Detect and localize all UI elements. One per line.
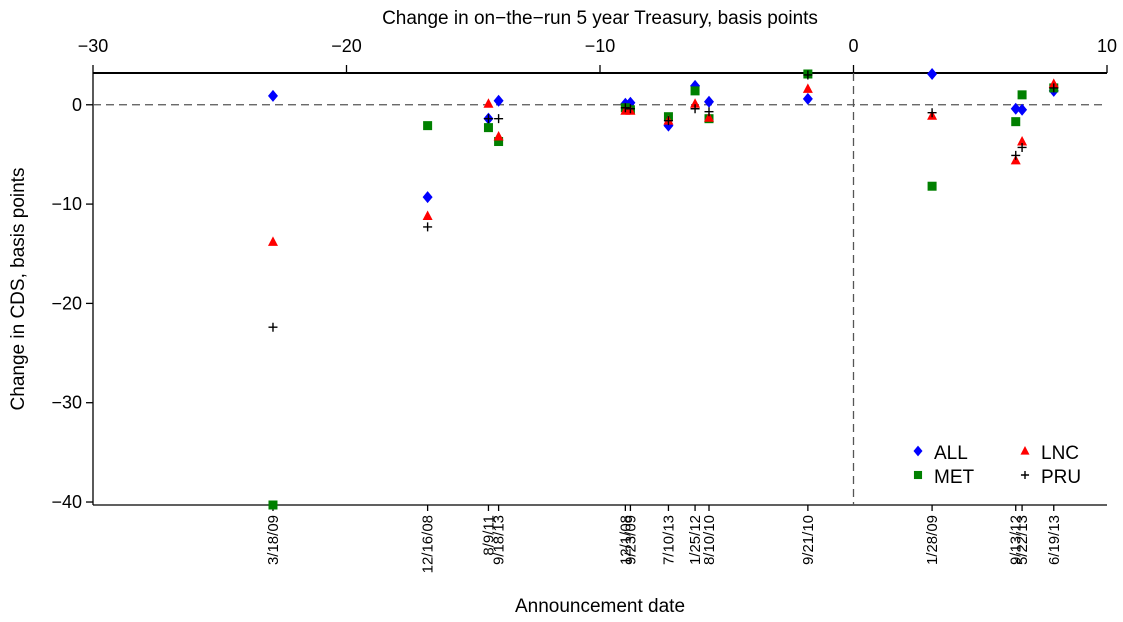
point (1017, 136, 1028, 146)
legend-marker (913, 445, 923, 457)
point (494, 114, 504, 124)
point (927, 108, 937, 118)
x-tick-label: −30 (78, 36, 109, 56)
x-tick-label: −20 (331, 36, 362, 56)
point (690, 86, 700, 96)
point (422, 210, 433, 221)
point (690, 98, 701, 108)
y-tick-label: −20 (51, 293, 82, 313)
date-tick-label: 5/22/13 (1014, 515, 1031, 565)
point (927, 181, 937, 191)
point (423, 222, 433, 232)
point (493, 131, 504, 141)
point (1017, 90, 1027, 100)
date-axis-title: Announcement date (515, 596, 685, 617)
point (704, 112, 715, 122)
point (1048, 78, 1059, 88)
date-tick-label: 9/23/09 (622, 515, 639, 565)
point (483, 114, 493, 124)
point (620, 103, 630, 113)
point (704, 95, 715, 108)
x-tick-label: 0 (848, 36, 858, 56)
point (1011, 150, 1021, 160)
x-tick-label: −10 (585, 36, 616, 56)
point (927, 67, 938, 80)
x-axis-title: Change in on−the−run 5 year Treasury, ba… (382, 8, 818, 29)
point (267, 89, 278, 102)
date-tick-label: 7/10/13 (660, 515, 677, 565)
date-tick-label: 12/1/08 (617, 515, 634, 565)
date-tick-label: 1/28/09 (924, 515, 941, 565)
point (1017, 103, 1028, 116)
legend-label: MET (934, 467, 975, 488)
date-tick-label: 3/18/09 (265, 515, 282, 565)
legend-label: PRU (1041, 467, 1081, 488)
point (422, 191, 433, 204)
point (704, 107, 714, 117)
point (802, 92, 813, 105)
point (690, 104, 700, 114)
legend-label: LNC (1041, 443, 1079, 464)
point (268, 322, 278, 332)
point (1010, 102, 1021, 115)
y-tick-label: 0 (72, 95, 82, 115)
y-tick-label: −10 (51, 194, 82, 214)
point (494, 137, 504, 147)
legend-marker (913, 470, 923, 480)
legend-marker (1020, 470, 1030, 480)
point (483, 123, 493, 133)
point (1017, 142, 1027, 152)
point (423, 121, 433, 131)
point (663, 116, 673, 126)
point (267, 236, 278, 246)
point (1049, 83, 1059, 93)
point (268, 500, 278, 510)
date-tick-label: 8/9/11 (480, 515, 497, 556)
point (803, 70, 813, 80)
point (493, 94, 504, 107)
date-tick-label: 12/16/08 (420, 515, 437, 573)
date-tick-label: 9/13/12 (1008, 515, 1025, 565)
date-tick-label: 8/10/10 (701, 515, 718, 565)
point (483, 98, 494, 108)
x-tick-label: 10 (1097, 36, 1117, 56)
legend-label: ALL (934, 443, 968, 464)
point (625, 104, 635, 114)
legend-marker (1020, 446, 1030, 455)
date-tick-label: 6/19/13 (1046, 515, 1063, 565)
point (802, 83, 813, 93)
y-tick-label: −30 (51, 393, 82, 413)
date-tick-label: 9/18/13 (491, 515, 508, 565)
point (1011, 117, 1021, 127)
date-tick-label: 9/21/10 (800, 515, 817, 565)
date-tick-label: 1/25/12 (687, 515, 704, 565)
y-tick-label: −40 (51, 492, 82, 512)
y-axis-title: Change in CDS, basis points (8, 168, 29, 411)
